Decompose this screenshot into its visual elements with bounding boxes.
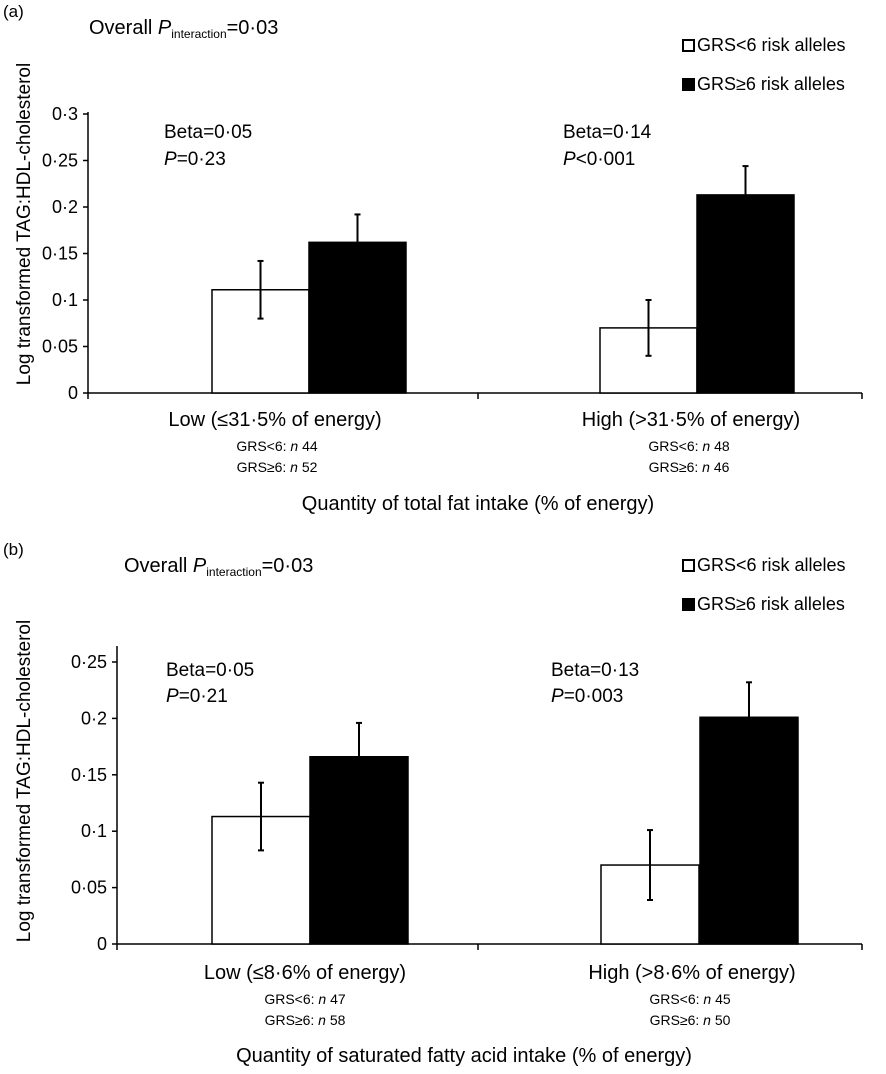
bar [696, 194, 795, 394]
count-label: GRS≥6: n 52 [237, 459, 318, 475]
beta-annotation-low: Beta=0·05 P=0·23 [164, 122, 252, 170]
legend-swatch-grs-low [682, 39, 695, 52]
y-tick-label: 0·1 [81, 821, 107, 841]
y-tick-label: 0·15 [71, 765, 107, 785]
overall-p-interaction: Overall Pinteraction=0·03 [89, 17, 278, 41]
x-tick-label: Low (≤31·5% of energy) [168, 409, 381, 431]
beta-value: Beta=0·13 [551, 660, 639, 681]
legend: GRS<6 risk alleles GRS≥6 risk alleles [682, 35, 846, 94]
y-tick-labels: 0 0·05 0·1 0·15 0·2 0·25 0·3 [42, 104, 863, 403]
y-axis-label: Log transformed TAG:HDL-cholesterol [14, 620, 35, 942]
beta-annotation-low: Beta=0·05 P=0·21 [166, 660, 254, 707]
x-tick-label: High (>8·6% of energy) [588, 962, 795, 984]
p-value: P=0·21 [166, 686, 228, 707]
panel-label: (a) [3, 2, 24, 21]
panel-label: (b) [3, 540, 24, 559]
p-value: P<0·001 [563, 149, 635, 170]
bars [211, 194, 795, 394]
y-tick-label: 0·2 [81, 708, 107, 728]
legend-label-grs-high: GRS≥6 risk alleles [697, 74, 845, 94]
legend-swatch-grs-high [682, 78, 695, 91]
legend-swatch-grs-low [682, 559, 695, 572]
legend-label-grs-high: GRS≥6 risk alleles [697, 594, 845, 614]
beta-value: Beta=0·14 [563, 122, 652, 143]
legend-swatch-grs-high [682, 598, 695, 611]
legend: GRS<6 risk alleles GRS≥6 risk alleles [682, 555, 846, 614]
bar [699, 716, 799, 945]
y-tick-label: 0·25 [71, 652, 107, 672]
bar [309, 756, 409, 945]
y-tick-label: 0·05 [42, 337, 78, 357]
x-tick-label: High (>31·5% of energy) [582, 409, 800, 431]
count-label: GRS<6: n 47 [264, 991, 346, 1007]
count-label: GRS≥6: n 50 [650, 1012, 731, 1028]
count-label: GRS≥6: n 58 [265, 1012, 346, 1028]
y-tick-label: 0 [97, 934, 107, 954]
panel-a: (a) Log transformed TAG:HDL-cholesterol … [3, 2, 863, 515]
beta-value: Beta=0·05 [166, 660, 254, 681]
panel-b: (b) Log transformed TAG:HDL-cholesterol … [3, 540, 863, 1067]
error-bars [257, 165, 749, 357]
x-axis-title: Quantity of total fat intake (% of energ… [302, 493, 654, 515]
y-tick-label: 0·1 [52, 290, 78, 310]
count-label: GRS<6: n 45 [649, 991, 731, 1007]
legend-label-grs-low: GRS<6 risk alleles [697, 35, 846, 55]
x-axis-title: Quantity of saturated fatty acid intake … [236, 1045, 692, 1067]
count-label: GRS<6: n 44 [236, 438, 318, 454]
overall-p-interaction: Overall Pinteraction=0·03 [124, 555, 313, 579]
y-tick-label: 0·15 [42, 244, 78, 264]
y-tick-label: 0·2 [52, 197, 78, 217]
y-axis-label: Log transformed TAG:HDL-cholesterol [14, 63, 35, 385]
x-tick-label: Low (≤8·6% of energy) [204, 962, 406, 984]
y-tick-label: 0·05 [71, 878, 107, 898]
p-value: P=0·003 [551, 686, 623, 707]
beta-annotation-high: Beta=0·14 P<0·001 [563, 122, 652, 170]
bar [308, 241, 407, 394]
legend-label-grs-low: GRS<6 risk alleles [697, 555, 846, 575]
p-value: P=0·23 [164, 149, 226, 170]
y-tick-label: 0·3 [52, 104, 78, 124]
count-label: GRS≥6: n 46 [649, 459, 730, 475]
bars [211, 716, 799, 945]
y-tick-labels: 0 0·05 0·1 0·15 0·2 0·25 [71, 652, 863, 954]
y-tick-label: 0 [68, 383, 78, 403]
beta-annotation-high: Beta=0·13 P=0·003 [551, 660, 639, 707]
count-label: GRS<6: n 48 [648, 438, 730, 454]
error-bars [258, 681, 752, 902]
y-tick-label: 0·25 [42, 151, 78, 171]
beta-value: Beta=0·05 [164, 122, 252, 143]
